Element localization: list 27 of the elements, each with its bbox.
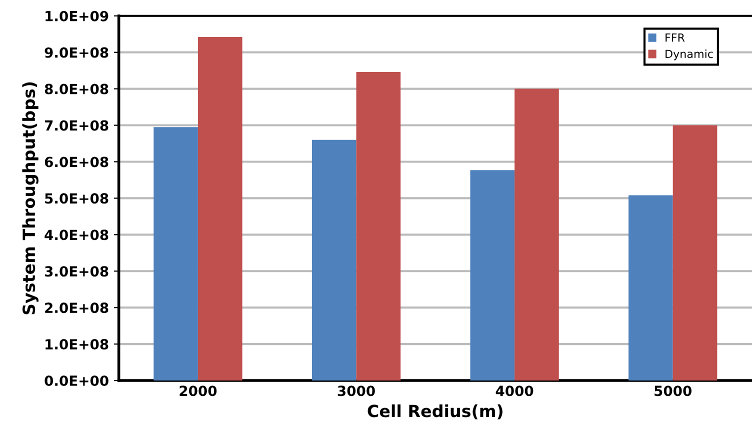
y-axis-title: System Throughput(bps) — [22, 82, 38, 314]
y-tick-label: 7.0E+08 — [44, 120, 108, 131]
y-tick-label: 0.0E+00 — [44, 375, 108, 386]
bar — [198, 37, 242, 381]
y-tick-label: 1.0E+08 — [46, 339, 108, 350]
y-tick-label: 5.0E+08 — [45, 193, 108, 204]
x-tick-label: 3000 — [338, 386, 375, 396]
x-tick-label: 5000 — [654, 386, 692, 396]
bar — [470, 170, 515, 381]
y-tick-label: 1.0E+09 — [46, 10, 108, 22]
bar — [154, 127, 198, 381]
y-tick-label: 4.0E+08 — [44, 230, 108, 240]
y-tick-label: 2.0E+08 — [45, 302, 108, 314]
y-tick-label: 6.0E+08 — [44, 156, 108, 168]
y-tick-label: 9.0E+08 — [44, 47, 108, 58]
bar — [312, 140, 356, 381]
y-tick-label: 8.0E+08 — [44, 84, 108, 94]
y-tick-label: 3.0E+08 — [44, 266, 108, 277]
bar — [514, 88, 559, 381]
x-tick-label: 4000 — [496, 386, 534, 396]
bar — [628, 195, 673, 381]
legend-label: Dynamic — [666, 49, 713, 60]
bar — [672, 125, 718, 381]
x-axis-title: Cell Redius(m) — [368, 404, 502, 420]
legend-label: FFR — [666, 34, 685, 42]
bar — [356, 72, 401, 381]
x-tick-label: 2000 — [180, 386, 217, 396]
